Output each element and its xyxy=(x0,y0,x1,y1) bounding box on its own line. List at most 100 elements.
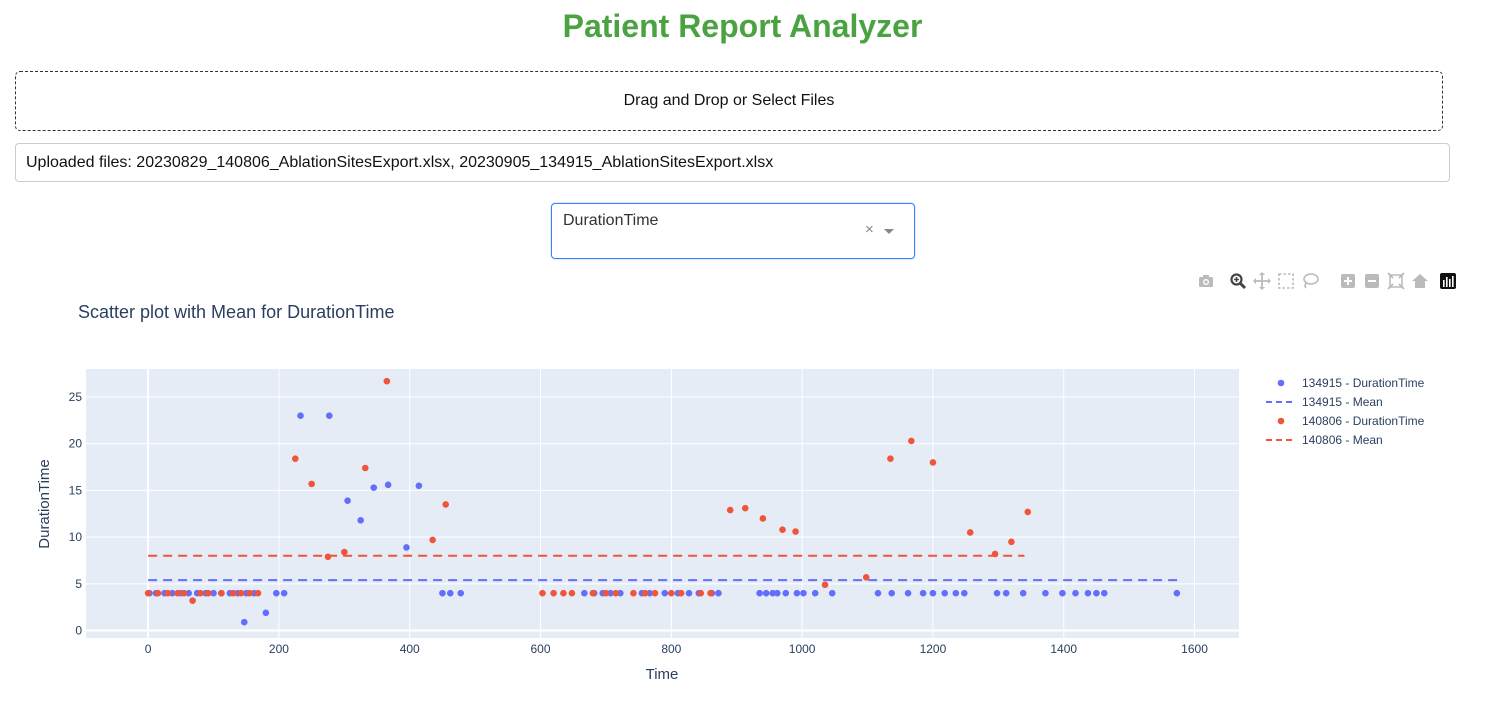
data-point xyxy=(161,589,168,597)
data-point xyxy=(708,589,716,597)
file-drop-zone[interactable]: Drag and Drop or Select Files xyxy=(15,71,1443,131)
data-point xyxy=(415,482,423,490)
data-point xyxy=(1002,589,1010,597)
data-point xyxy=(695,589,703,597)
y-axis-label: DurationTime xyxy=(36,459,53,548)
legend-item: 134915 - DurationTime xyxy=(1277,376,1425,390)
data-point xyxy=(1042,589,1049,597)
series-layer xyxy=(144,377,1181,626)
data-point xyxy=(821,581,829,589)
plot-area[interactable] xyxy=(86,369,1239,638)
data-point xyxy=(1072,589,1079,597)
pan-icon[interactable] xyxy=(1252,271,1272,291)
reset-axes-icon[interactable] xyxy=(1410,271,1430,291)
data-point xyxy=(357,517,364,524)
x-axis-label: Time xyxy=(646,666,679,683)
y-axis-ticks: 0 5 10 15 20 25 xyxy=(69,390,83,638)
camera-icon[interactable] xyxy=(1196,271,1216,291)
y-tick-label: 5 xyxy=(75,577,82,591)
legend-item: 140806 - Mean xyxy=(1266,433,1383,447)
data-point xyxy=(204,589,212,597)
y-tick-label: 25 xyxy=(69,390,83,404)
metric-dropdown[interactable]: DurationTime × xyxy=(551,203,915,259)
data-point xyxy=(668,589,675,597)
data-point xyxy=(599,589,606,597)
data-point xyxy=(539,589,546,597)
data-point xyxy=(174,589,181,597)
data-point xyxy=(811,589,819,597)
data-point xyxy=(1059,589,1066,597)
legend-marker xyxy=(1277,379,1285,387)
legend-label: 134915 - DurationTime xyxy=(1302,376,1425,390)
dropdown-selected-value: DurationTime xyxy=(563,212,659,229)
data-point xyxy=(403,544,410,551)
data-point xyxy=(741,504,749,512)
data-point xyxy=(218,589,225,597)
data-point xyxy=(929,589,937,597)
data-point xyxy=(952,589,960,597)
data-point xyxy=(280,589,288,597)
data-point xyxy=(262,609,270,617)
data-point xyxy=(617,589,624,597)
data-point xyxy=(229,589,237,597)
data-point xyxy=(769,589,776,597)
box-select-icon[interactable] xyxy=(1276,271,1296,291)
data-point xyxy=(370,484,378,491)
lasso-select-icon[interactable] xyxy=(1300,271,1320,291)
data-point xyxy=(1019,589,1027,597)
data-point xyxy=(185,589,192,597)
data-point xyxy=(234,589,242,597)
data-point xyxy=(993,589,1001,597)
data-point xyxy=(908,437,915,445)
zoom-in-icon[interactable] xyxy=(1338,271,1358,291)
data-point xyxy=(383,377,391,385)
data-point xyxy=(661,589,669,597)
data-point xyxy=(1173,589,1181,597)
data-point xyxy=(792,528,799,535)
plotly-logo-icon[interactable] xyxy=(1438,271,1458,291)
data-point xyxy=(677,589,685,597)
data-point xyxy=(226,589,234,597)
data-point xyxy=(607,589,614,597)
data-point xyxy=(1100,589,1108,597)
y-tick-label: 0 xyxy=(75,624,82,638)
data-point xyxy=(169,589,176,597)
data-point xyxy=(1008,538,1015,546)
zoom-out-icon[interactable] xyxy=(1362,271,1382,291)
grid-lines xyxy=(86,369,1239,638)
data-point xyxy=(384,481,392,489)
y-tick-label: 10 xyxy=(69,530,83,544)
y-tick-label: 20 xyxy=(69,437,83,451)
data-point xyxy=(146,589,153,597)
data-point xyxy=(773,589,781,597)
data-point xyxy=(929,459,937,466)
data-point xyxy=(1093,589,1100,597)
clear-icon[interactable]: × xyxy=(865,221,874,238)
data-point xyxy=(828,589,836,597)
data-point xyxy=(800,589,807,597)
data-point xyxy=(273,589,280,597)
x-tick-label: 200 xyxy=(269,642,289,656)
data-point xyxy=(756,589,763,597)
zoom-icon[interactable] xyxy=(1228,271,1248,291)
legend-label: 140806 - DurationTime xyxy=(1302,414,1425,428)
data-point xyxy=(568,589,576,597)
data-point xyxy=(144,589,152,597)
data-point xyxy=(646,589,654,597)
y-tick-label: 15 xyxy=(69,483,83,497)
data-point xyxy=(164,589,172,597)
data-point xyxy=(246,589,253,597)
data-point xyxy=(193,589,201,597)
x-tick-label: 1600 xyxy=(1181,642,1208,656)
data-point xyxy=(793,589,801,597)
data-point xyxy=(782,589,790,597)
autoscale-icon[interactable] xyxy=(1386,271,1406,291)
data-point xyxy=(941,589,949,597)
data-point xyxy=(638,589,646,597)
data-point xyxy=(297,412,304,420)
data-point xyxy=(429,536,436,544)
data-point xyxy=(457,589,465,597)
data-point xyxy=(589,589,597,597)
data-point xyxy=(361,464,369,472)
chevron-down-icon[interactable] xyxy=(884,229,894,234)
